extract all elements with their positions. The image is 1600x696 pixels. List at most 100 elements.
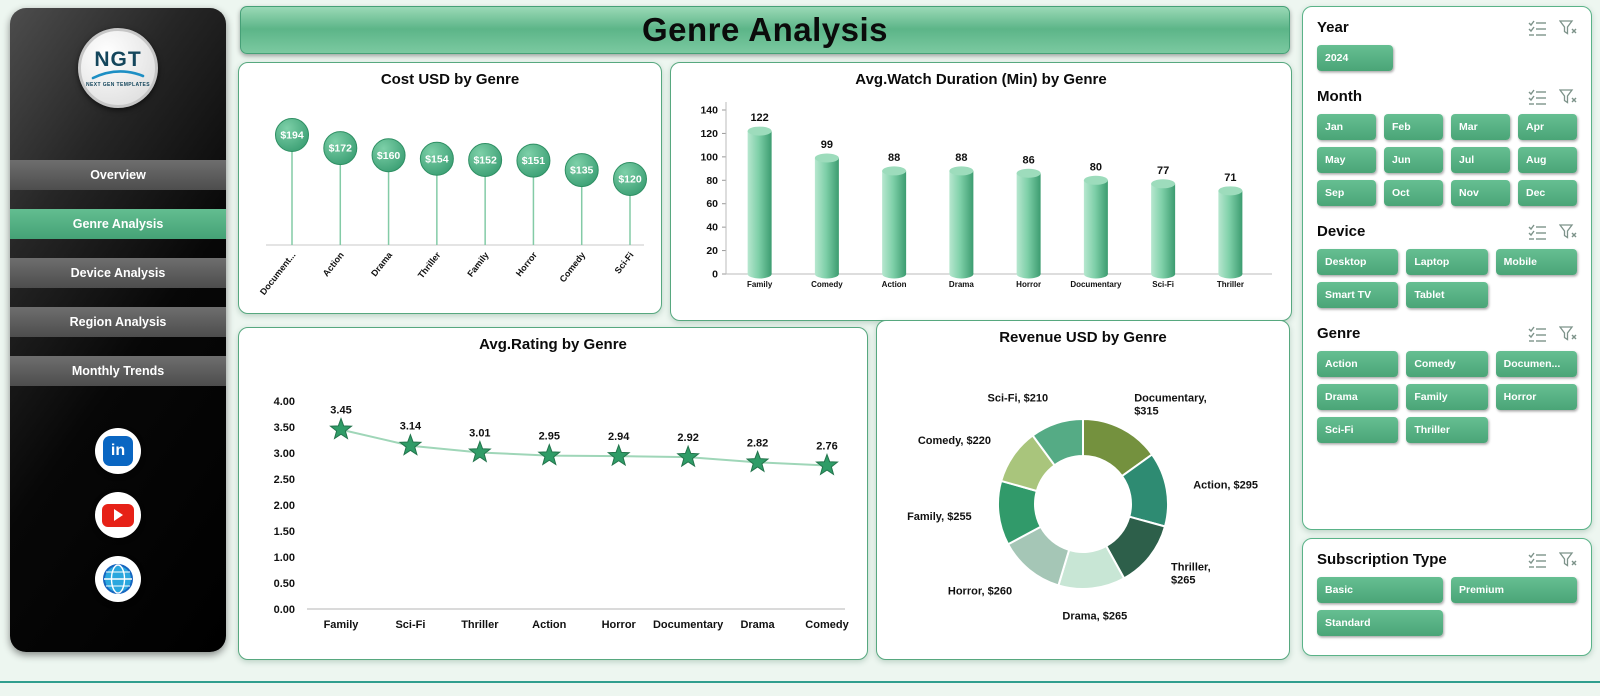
svg-text:Sci-Fi: Sci-Fi [395, 619, 425, 631]
logo-text: NGT [94, 47, 142, 71]
rating-star[interactable] [468, 440, 492, 463]
filter-month-option[interactable]: Aug [1518, 147, 1577, 173]
clear-filter-icon[interactable] [1559, 223, 1577, 240]
cost-lollipop-chart[interactable]: $194 Document... $172 Action $160 Drama $154 Th… [239, 88, 661, 302]
filter-device-option[interactable]: Desktop [1317, 249, 1399, 275]
filter-genre-option[interactable]: Drama [1317, 384, 1399, 410]
duration-bar[interactable] [814, 153, 839, 279]
rating-line-chart[interactable]: 0.00 0.50 1.00 1.50 2.00 2.50 3.00 3.50 4.00 3.45… [239, 353, 867, 649]
cost-point[interactable] [275, 118, 309, 152]
duration-bar[interactable] [747, 126, 772, 279]
clear-filter-icon[interactable] [1559, 325, 1577, 342]
filter-device-option[interactable]: Tablet [1406, 282, 1488, 308]
revenue-donut-chart[interactable]: Documentary, $315 Action, $295 Thriller, $26… [877, 346, 1289, 648]
svg-text:Sci-Fi: Sci-Fi [1152, 280, 1174, 289]
rating-star[interactable] [745, 449, 770, 473]
duration-bar[interactable] [1151, 179, 1176, 279]
svg-text:3.45: 3.45 [330, 405, 351, 417]
rating-star[interactable] [398, 433, 423, 456]
sidebar-item-overview[interactable]: Overview [10, 160, 226, 190]
linkedin-icon[interactable]: in [95, 428, 141, 474]
svg-text:60: 60 [706, 198, 718, 210]
revenue-slice[interactable] [1031, 417, 1084, 467]
cost-point[interactable] [613, 162, 647, 196]
filter-subscription-option[interactable]: Standard [1317, 610, 1443, 636]
sidebar-item-region-analysis[interactable]: Region Analysis [10, 307, 226, 337]
svg-text:$154: $154 [425, 153, 449, 165]
filter-month-option[interactable]: May [1317, 147, 1376, 173]
svg-text:Family: Family [747, 280, 773, 289]
duration-bar[interactable] [1016, 168, 1041, 279]
sidebar-item-genre-analysis[interactable]: Genre Analysis [10, 209, 226, 239]
youtube-icon[interactable] [95, 492, 141, 538]
duration-bar[interactable] [1083, 175, 1108, 279]
filter-month-option[interactable]: Nov [1451, 180, 1510, 206]
linkedin-glyph: in [103, 436, 133, 466]
svg-text:3.00: 3.00 [274, 448, 295, 460]
cost-point[interactable] [564, 153, 599, 188]
filter-device-option[interactable]: Smart TV [1317, 282, 1399, 308]
duration-bar[interactable] [949, 166, 974, 279]
filter-genre-option[interactable]: Action [1317, 351, 1399, 377]
svg-text:77: 77 [1157, 165, 1169, 177]
svg-text:$194: $194 [280, 130, 304, 142]
revenue-chart-card: Revenue USD by Genre Documentary, $315 Act… [876, 320, 1290, 660]
filter-device-option[interactable]: Laptop [1406, 249, 1488, 275]
multi-select-icon[interactable] [1528, 552, 1547, 568]
youtube-glyph [102, 503, 134, 527]
filter-genre-option[interactable]: Horror [1495, 384, 1577, 410]
filter-section-year: Year 2024 [1317, 19, 1577, 71]
rating-star[interactable] [329, 417, 353, 440]
duration-bar[interactable] [1218, 186, 1243, 279]
multi-select-icon[interactable] [1528, 326, 1547, 342]
cost-point[interactable] [419, 141, 454, 176]
cost-point[interactable] [516, 143, 551, 178]
rating-star[interactable] [676, 444, 700, 468]
website-icon[interactable] [95, 556, 141, 602]
revenue-chart-title: Revenue USD by Genre [999, 329, 1167, 346]
multi-select-icon[interactable] [1528, 224, 1547, 240]
filter-options-month: Jan Feb Mar Apr May Jun Jul Aug Sep Oct Nov Dec [1317, 114, 1577, 206]
duration-bar[interactable] [882, 166, 907, 279]
clear-filter-icon[interactable] [1559, 19, 1577, 36]
cost-point[interactable] [371, 138, 406, 173]
sidebar-item-device-analysis[interactable]: Device Analysis [10, 258, 226, 288]
cost-point[interactable] [323, 131, 358, 166]
cost-chart-title: Cost USD by Genre [380, 71, 520, 88]
sidebar-item-monthly-trends[interactable]: Monthly Trends [10, 356, 226, 386]
filter-genre-option[interactable]: Sci-Fi [1317, 417, 1399, 443]
rating-star[interactable] [537, 443, 562, 466]
filter-genre-option[interactable]: Comedy [1406, 351, 1488, 377]
svg-text:120: 120 [700, 128, 718, 140]
multi-select-icon[interactable] [1528, 20, 1547, 36]
clear-filter-icon[interactable] [1559, 88, 1577, 105]
filter-month-option[interactable]: Dec [1518, 180, 1577, 206]
svg-text:Documentary: Documentary [1070, 280, 1122, 289]
filter-subscription-option[interactable]: Basic [1317, 577, 1443, 603]
filter-month-option[interactable]: Mar [1451, 114, 1510, 140]
svg-text:Horror: Horror [602, 619, 637, 631]
filter-month-option[interactable]: Feb [1384, 114, 1443, 140]
multi-select-icon[interactable] [1528, 89, 1547, 105]
rating-star[interactable] [606, 443, 631, 467]
filter-year-option[interactable]: 2024 [1317, 45, 1393, 71]
filter-genre-option[interactable]: Family [1406, 384, 1488, 410]
filter-month-option[interactable]: Jan [1317, 114, 1376, 140]
filter-title-year: Year [1317, 19, 1349, 36]
cost-point[interactable] [468, 142, 503, 177]
filter-month-option[interactable]: Sep [1317, 180, 1376, 206]
filter-genre-option[interactable]: Thriller [1406, 417, 1488, 443]
duration-bar-chart[interactable]: 0 20 40 60 80 100 120 140 122 Family 99 Comedy 88 Act… [671, 88, 1291, 310]
rating-star[interactable] [815, 453, 839, 476]
duration-chart-card: Avg.Watch Duration (Min) by Genre 0 20 40 6… [670, 62, 1292, 321]
filter-device-option[interactable]: Mobile [1495, 249, 1577, 275]
filter-month-option[interactable]: Apr [1518, 114, 1577, 140]
filter-month-option[interactable]: Jul [1451, 147, 1510, 173]
filter-month-option[interactable]: Oct [1384, 180, 1443, 206]
filter-genre-option[interactable]: Documen... [1495, 351, 1577, 377]
filter-month-option[interactable]: Jun [1384, 147, 1443, 173]
filter-subscription-option[interactable]: Premium [1451, 577, 1577, 603]
clear-filter-icon[interactable] [1559, 551, 1577, 568]
svg-text:Thriller,$265: Thriller, $265 [1171, 561, 1211, 586]
page-title: Genre Analysis [240, 6, 1290, 54]
